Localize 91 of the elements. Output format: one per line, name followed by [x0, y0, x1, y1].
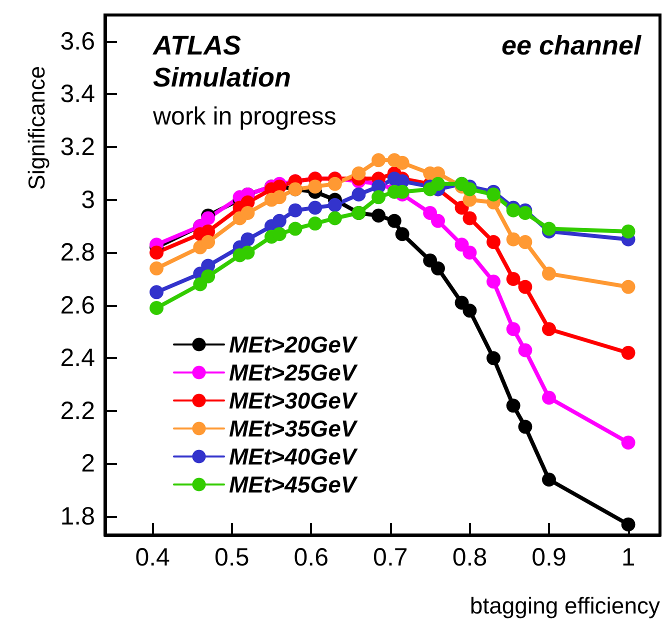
point: [621, 517, 636, 532]
point: [201, 235, 216, 249]
point: [462, 211, 477, 226]
point: [372, 153, 386, 168]
point: [150, 246, 164, 260]
x-tick-label: 0.6: [294, 544, 329, 572]
y-tick-label: 3.4: [60, 80, 96, 108]
point: [272, 227, 286, 242]
y-tick-label: 3: [81, 186, 95, 214]
point: [542, 472, 556, 487]
point: [542, 266, 556, 281]
point: [288, 203, 302, 218]
point: [423, 206, 438, 220]
y-tick-label: 2.4: [60, 344, 96, 372]
point: [486, 187, 500, 202]
legend-label: MEt>35GeV: [229, 416, 358, 442]
legend-label: MEt>40GeV: [229, 444, 358, 470]
point: [240, 246, 255, 260]
legend-label: MEt>45GeV: [229, 472, 358, 498]
legend-label: MEt>20GeV: [229, 332, 358, 358]
point: [272, 190, 286, 204]
point: [308, 200, 322, 215]
point: [387, 214, 402, 228]
point: [150, 261, 164, 276]
point: [423, 253, 438, 268]
y-tick-label: 1.8: [60, 502, 95, 531]
point: [486, 351, 500, 366]
point: [328, 176, 342, 191]
point: [352, 187, 366, 202]
point: [518, 420, 532, 434]
point: [150, 301, 164, 315]
point: [621, 346, 636, 360]
x-tick-label: 0.8: [452, 544, 488, 572]
point: [518, 280, 532, 294]
point: [462, 304, 477, 318]
annotation: work in progress: [152, 102, 336, 130]
point: [240, 232, 255, 246]
x-tick-label: 0.7: [373, 544, 408, 572]
y-tick-label: 3.2: [60, 132, 95, 161]
point: [506, 203, 520, 218]
point: [518, 343, 532, 358]
point: [308, 180, 322, 194]
point: [308, 216, 322, 231]
point: [621, 280, 636, 294]
point: [431, 176, 445, 191]
point: [150, 285, 164, 300]
point: [328, 211, 342, 226]
point: [240, 206, 255, 220]
point: [542, 322, 556, 336]
point: [372, 190, 386, 204]
point: [506, 232, 520, 246]
point: [431, 261, 445, 276]
x-tick-label: 1: [621, 544, 636, 572]
y-tick-label: 2: [81, 450, 95, 478]
legend-label: MEt>25GeV: [229, 360, 358, 386]
point: [518, 235, 532, 249]
y-tick-label: 2.8: [60, 238, 95, 267]
point: [518, 206, 532, 220]
point: [272, 214, 286, 228]
point: [506, 272, 520, 286]
y-axis-title: Significance: [24, 66, 50, 190]
y-tick-label: 2.6: [60, 291, 95, 320]
point: [621, 224, 636, 238]
point: [201, 269, 216, 284]
point: [462, 246, 477, 260]
annotation: ee channel: [501, 30, 642, 60]
annotation: ATLAS: [152, 30, 241, 60]
point: [328, 198, 342, 212]
point: [395, 156, 410, 170]
x-axis-title: btagging efficiency: [470, 592, 660, 618]
y-tick-label: 3.6: [60, 27, 95, 56]
point: [486, 235, 500, 249]
point: [201, 211, 216, 226]
point: [352, 166, 366, 180]
x-tick-label: 0.9: [532, 544, 566, 572]
point: [621, 436, 636, 450]
legend-label: MEt>30GeV: [229, 388, 358, 414]
x-tick-label: 0.5: [214, 544, 250, 572]
point: [288, 222, 302, 236]
point: [506, 398, 520, 413]
point: [462, 182, 477, 196]
annotation: Simulation: [153, 62, 292, 92]
point: [486, 274, 500, 289]
point: [542, 390, 556, 405]
point: [431, 214, 445, 228]
x-tick-label: 0.4: [135, 544, 170, 572]
point: [542, 222, 556, 236]
point: [506, 322, 520, 336]
point: [395, 227, 410, 242]
point: [372, 208, 386, 223]
y-tick-label: 2.2: [60, 396, 95, 425]
